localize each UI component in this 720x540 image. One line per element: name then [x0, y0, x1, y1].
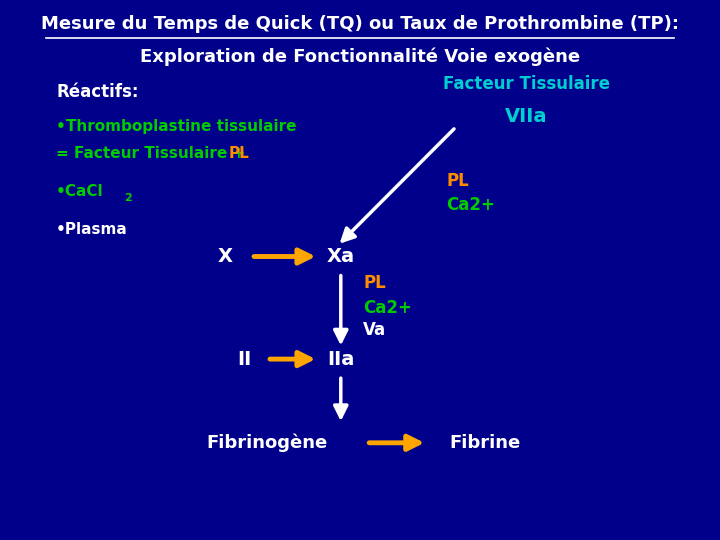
Text: •Plasma: •Plasma: [56, 222, 127, 237]
Text: Xa: Xa: [327, 247, 355, 266]
Text: PL: PL: [229, 146, 250, 161]
Text: Fibrinogène: Fibrinogène: [207, 434, 328, 452]
Text: 2: 2: [125, 193, 132, 203]
Text: •Thromboplastine tissulaire: •Thromboplastine tissulaire: [56, 119, 297, 134]
Text: IIa: IIa: [327, 349, 354, 369]
Text: PL: PL: [363, 274, 386, 293]
Text: Fibrine: Fibrine: [449, 434, 521, 452]
Text: = Facteur Tissulaire +: = Facteur Tissulaire +: [56, 146, 251, 161]
Text: Ca2+: Ca2+: [446, 196, 495, 214]
Text: Facteur Tissulaire: Facteur Tissulaire: [443, 75, 610, 93]
Text: •CaCl: •CaCl: [56, 184, 104, 199]
Text: Mesure du Temps de Quick (TQ) ou Taux de Prothrombine (TP):: Mesure du Temps de Quick (TQ) ou Taux de…: [41, 15, 679, 33]
Text: Exploration de Fonctionnalité Voie exogène: Exploration de Fonctionnalité Voie exogè…: [140, 48, 580, 66]
Text: Va: Va: [363, 321, 387, 340]
Text: Ca2+: Ca2+: [363, 299, 412, 317]
Text: X: X: [218, 247, 233, 266]
Text: PL: PL: [446, 172, 469, 190]
Text: Réactifs:: Réactifs:: [56, 83, 138, 101]
Text: VIIa: VIIa: [505, 106, 548, 126]
Text: II: II: [238, 349, 252, 369]
